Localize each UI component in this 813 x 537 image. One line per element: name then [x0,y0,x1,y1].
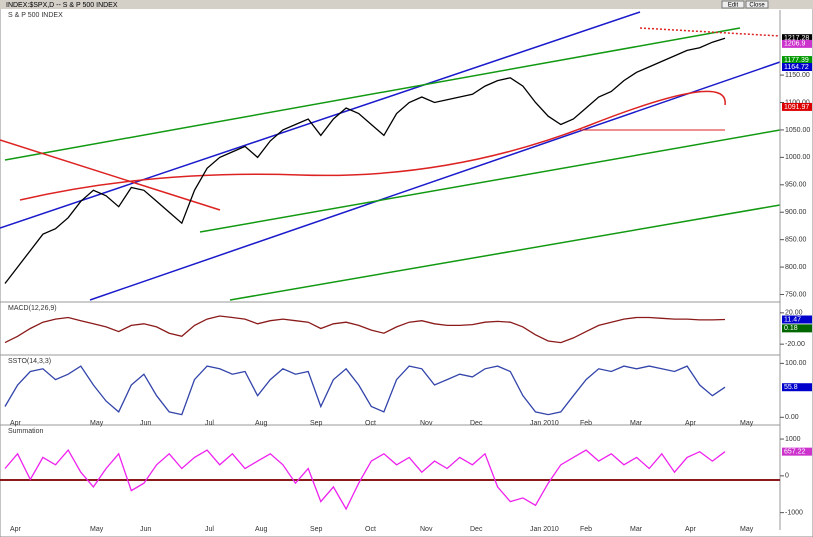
month-label: Dec [470,526,483,533]
price-label-box [782,447,812,456]
price-label: 0.18 [784,325,798,332]
edit-button[interactable] [721,0,745,9]
month-label: May [90,526,104,533]
month-label: Oct [365,526,376,533]
month-label: Jan 2010 [530,420,559,427]
month-label: May [740,420,754,427]
month-label: Jun [140,420,151,427]
y-tick-label: 1050.00 [785,127,810,134]
trend-line [199,129,781,233]
edit-label[interactable]: Edit [728,3,739,9]
y-tick-label: 950.00 [785,182,807,189]
y-tick-label: 1150.00 [785,72,810,79]
trend-line [4,27,741,161]
price-label: 11.47 [784,316,801,323]
price-label-box [782,102,812,111]
price-label: 1164.72 [784,64,809,71]
y-tick-label: 750.00 [785,291,807,298]
y-tick-label: 1000.00 [785,154,810,161]
y-tick-label: 0 [785,473,789,480]
close-button[interactable] [745,0,769,9]
y-tick-label: 900.00 [785,209,807,216]
price-label-box [782,34,812,43]
month-label: May [90,420,104,427]
series-line [4,315,726,344]
price-label-box [782,383,812,392]
month-label: Apr [685,526,697,533]
month-label: Jul [205,420,214,427]
month-label: Jun [140,526,151,533]
y-tick-label: 20.00 [785,310,803,317]
trend-line [639,27,781,37]
close-label[interactable]: Close [749,3,765,9]
month-label: May [740,526,754,533]
series-line [4,37,726,284]
month-label: Jul [205,526,214,533]
y-tick-label: 800.00 [785,264,807,271]
trend-line [0,139,221,211]
price-label: 1177.39 [784,57,809,64]
y-tick-label: 100.00 [785,360,807,367]
window-title: INDEX:$SPX,D -- S & P 500 INDEX [6,2,118,9]
moving-average [19,90,726,201]
month-label: Nov [420,526,433,533]
series-line [4,365,726,416]
month-label: Feb [580,526,592,533]
price-label: 657.22 [784,448,806,455]
month-label: Apr [10,526,22,533]
price-label-box [782,39,812,48]
panel-title: SSTO(14,3,3) [8,358,51,365]
price-label: 55.8 [784,384,798,391]
panel-title: Summation [8,428,44,435]
month-label: Sep [310,420,323,427]
month-label: Oct [365,420,376,427]
series-line [4,448,726,511]
price-label-box [782,324,812,333]
month-label: Nov [420,420,433,427]
trend-line [89,61,781,301]
y-tick-label: 1100.00 [785,99,810,106]
price-label: 1206.9 [784,41,806,48]
month-label: Jan 2010 [530,526,559,533]
month-label: Mar [630,420,643,427]
price-label: 1091.97 [784,104,809,111]
month-label: Apr [685,420,697,427]
month-label: Mar [630,526,643,533]
price-label-box [782,315,812,324]
price-label-box [782,56,812,65]
month-label: Apr [10,420,22,427]
price-label: 1217.28 [784,35,809,42]
month-label: Aug [255,526,268,533]
month-label: Dec [470,420,483,427]
title-bar [0,0,813,9]
y-tick-label: -1000 [785,509,803,516]
y-tick-label: 1000 [785,436,801,443]
y-tick-label: -20.00 [785,341,805,348]
panel-title: S & P 500 INDEX [8,12,63,19]
trend-line [0,11,641,229]
panel-title: MACD(12,26,9) [8,305,57,312]
month-label: Feb [580,420,592,427]
month-label: Sep [310,526,323,533]
y-tick-label: 0.00 [785,414,799,421]
y-tick-label: 850.00 [785,237,807,244]
panel-borders [0,10,781,530]
price-label-box [782,63,812,72]
trend-line [229,204,781,301]
month-label: Aug [255,420,268,427]
trend-lines [0,11,781,301]
